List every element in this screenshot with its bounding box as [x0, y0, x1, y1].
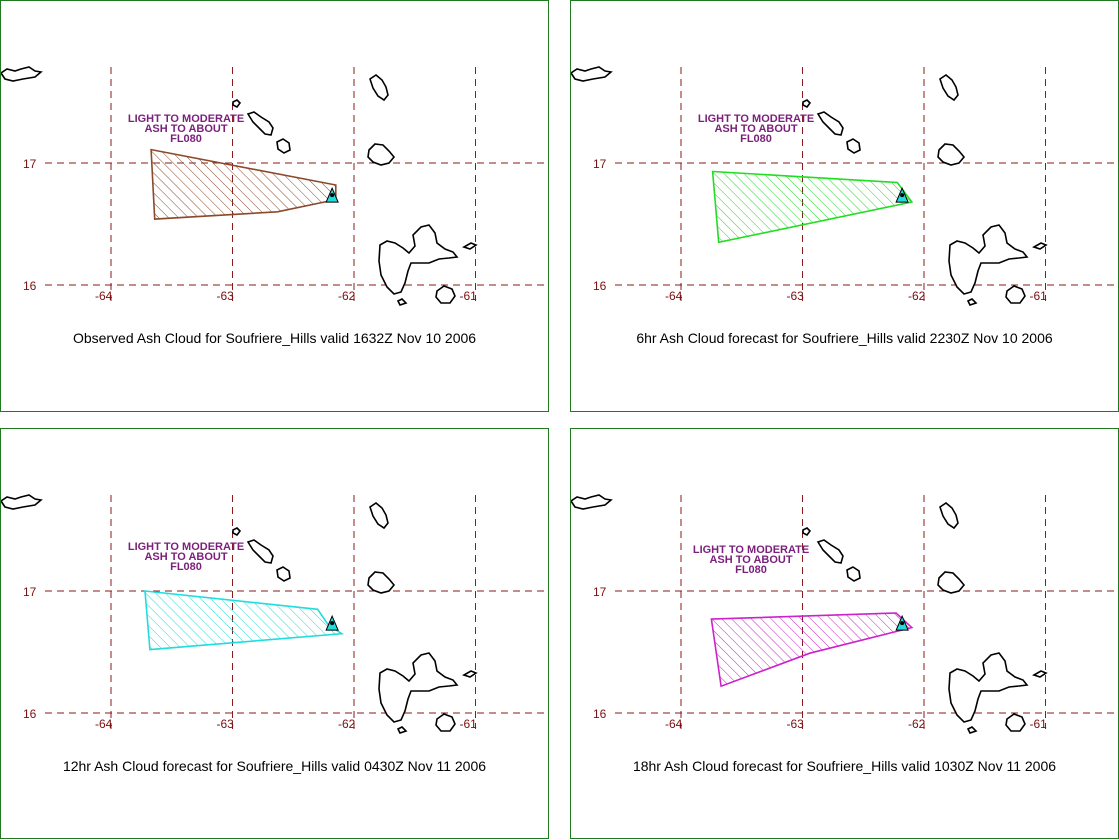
ash-label-line: LIGHT TO MODERATE	[128, 541, 244, 553]
longitude-label: -64	[665, 289, 683, 303]
ash-cloud-polygon	[710, 612, 914, 688]
ash-label-line: LIGHT TO MODERATE	[698, 113, 814, 125]
longitude-label: -61	[460, 289, 478, 303]
ash-label-line: FL080	[735, 564, 767, 576]
nevis-island	[276, 566, 291, 582]
les-saintes-island	[396, 298, 408, 306]
panel-caption: 12hr Ash Cloud forecast for Soufriere_Hi…	[62, 758, 487, 774]
puerto-rico-island	[1, 66, 43, 82]
antigua-island	[937, 571, 966, 594]
guadeloupe-island	[378, 224, 459, 295]
barbuda-island	[939, 74, 959, 102]
ash-label-line: LIGHT TO MODERATE	[128, 113, 244, 125]
longitude-label: -61	[1030, 289, 1048, 303]
longitude-label: -62	[338, 717, 356, 731]
panel-caption: Observed Ash Cloud for Soufriere_Hills v…	[72, 330, 477, 346]
volcano-vent-icon	[330, 621, 335, 626]
ash-map-panel: 17 16 -64 -63 -62 -61 LIGHT TO MODERATE ASH TO …	[0, 0, 549, 412]
la-desirade-island	[462, 242, 478, 250]
saba-island	[802, 527, 812, 537]
st-kitts-island	[816, 111, 844, 136]
ash-map-panel: 17 16 -64 -63 -62 -61 LIGHT TO MODERATE ASH TO …	[570, 428, 1119, 839]
volcano-vent-icon	[330, 193, 335, 198]
longitude-label: -62	[908, 717, 926, 731]
latitude-label: 17	[593, 157, 607, 171]
longitude-label: -62	[908, 289, 926, 303]
latitude-label: 16	[23, 279, 37, 293]
longitude-label: -63	[787, 717, 805, 731]
longitude-label: -64	[665, 717, 683, 731]
longitude-label: -63	[787, 289, 805, 303]
ash-label-line: ASH TO ABOUT	[144, 551, 227, 563]
nevis-island	[276, 138, 291, 154]
guadeloupe-island	[378, 652, 459, 723]
la-desirade-island	[1032, 242, 1048, 250]
puerto-rico-island	[571, 494, 613, 510]
latitude-label: 16	[593, 279, 607, 293]
marie-galante-island	[1005, 285, 1026, 304]
longitude-label: -61	[1030, 717, 1048, 731]
barbuda-island	[939, 502, 959, 530]
volcano-vent-icon	[900, 621, 905, 626]
longitude-label: -61	[460, 717, 478, 731]
la-desirade-island	[1032, 670, 1048, 678]
les-saintes-island	[396, 726, 408, 734]
ash-cloud-polygon	[711, 170, 914, 244]
volcano-vent-icon	[900, 193, 905, 198]
guadeloupe-island	[948, 652, 1029, 723]
st-kitts-island	[246, 539, 274, 564]
ash-label-line: FL080	[170, 133, 202, 145]
latitude-label: 16	[593, 707, 607, 721]
longitude-label: -62	[338, 289, 356, 303]
latitude-label: 16	[23, 707, 37, 721]
ash-label-line: ASH TO ABOUT	[709, 554, 792, 566]
longitude-label: -63	[217, 289, 235, 303]
panel-caption: 18hr Ash Cloud forecast for Soufriere_Hi…	[632, 758, 1057, 774]
marie-galante-island	[435, 713, 456, 732]
st-kitts-island	[816, 539, 844, 564]
les-saintes-island	[966, 298, 978, 306]
marie-galante-island	[1005, 713, 1026, 732]
barbuda-island	[369, 502, 389, 530]
marie-galante-island	[435, 285, 456, 304]
antigua-island	[367, 143, 396, 166]
antigua-island	[937, 143, 966, 166]
ash-map-panel: 17 16 -64 -63 -62 -61 LIGHT TO MODERATE ASH TO …	[570, 0, 1119, 412]
longitude-label: -64	[95, 289, 113, 303]
ash-label-line: ASH TO ABOUT	[144, 123, 227, 135]
latitude-label: 17	[593, 585, 607, 599]
ash-label-line: LIGHT TO MODERATE	[693, 544, 809, 556]
st-kitts-island	[246, 111, 274, 136]
ash-label-line: FL080	[170, 561, 202, 573]
la-desirade-island	[462, 670, 478, 678]
ash-label-line: FL080	[740, 133, 772, 145]
les-saintes-island	[966, 726, 978, 734]
antigua-island	[367, 571, 396, 594]
barbuda-island	[369, 74, 389, 102]
ash-map-panel: 17 16 -64 -63 -62 -61 LIGHT TO MODERATE ASH TO …	[0, 428, 549, 839]
longitude-label: -64	[95, 717, 113, 731]
puerto-rico-island	[1, 494, 43, 510]
nevis-island	[846, 138, 861, 154]
nevis-island	[846, 566, 861, 582]
ash-cloud-polygon	[144, 590, 345, 651]
puerto-rico-island	[571, 66, 613, 82]
latitude-label: 17	[23, 157, 37, 171]
longitude-label: -63	[217, 717, 235, 731]
saba-island	[232, 527, 242, 537]
ash-cloud-polygon	[150, 148, 337, 220]
ash-label-line: ASH TO ABOUT	[714, 123, 797, 135]
saba-island	[802, 99, 812, 109]
panel-caption: 6hr Ash Cloud forecast for Soufriere_Hil…	[636, 330, 1053, 346]
saba-island	[232, 99, 242, 109]
latitude-label: 17	[23, 585, 37, 599]
guadeloupe-island	[948, 224, 1029, 295]
